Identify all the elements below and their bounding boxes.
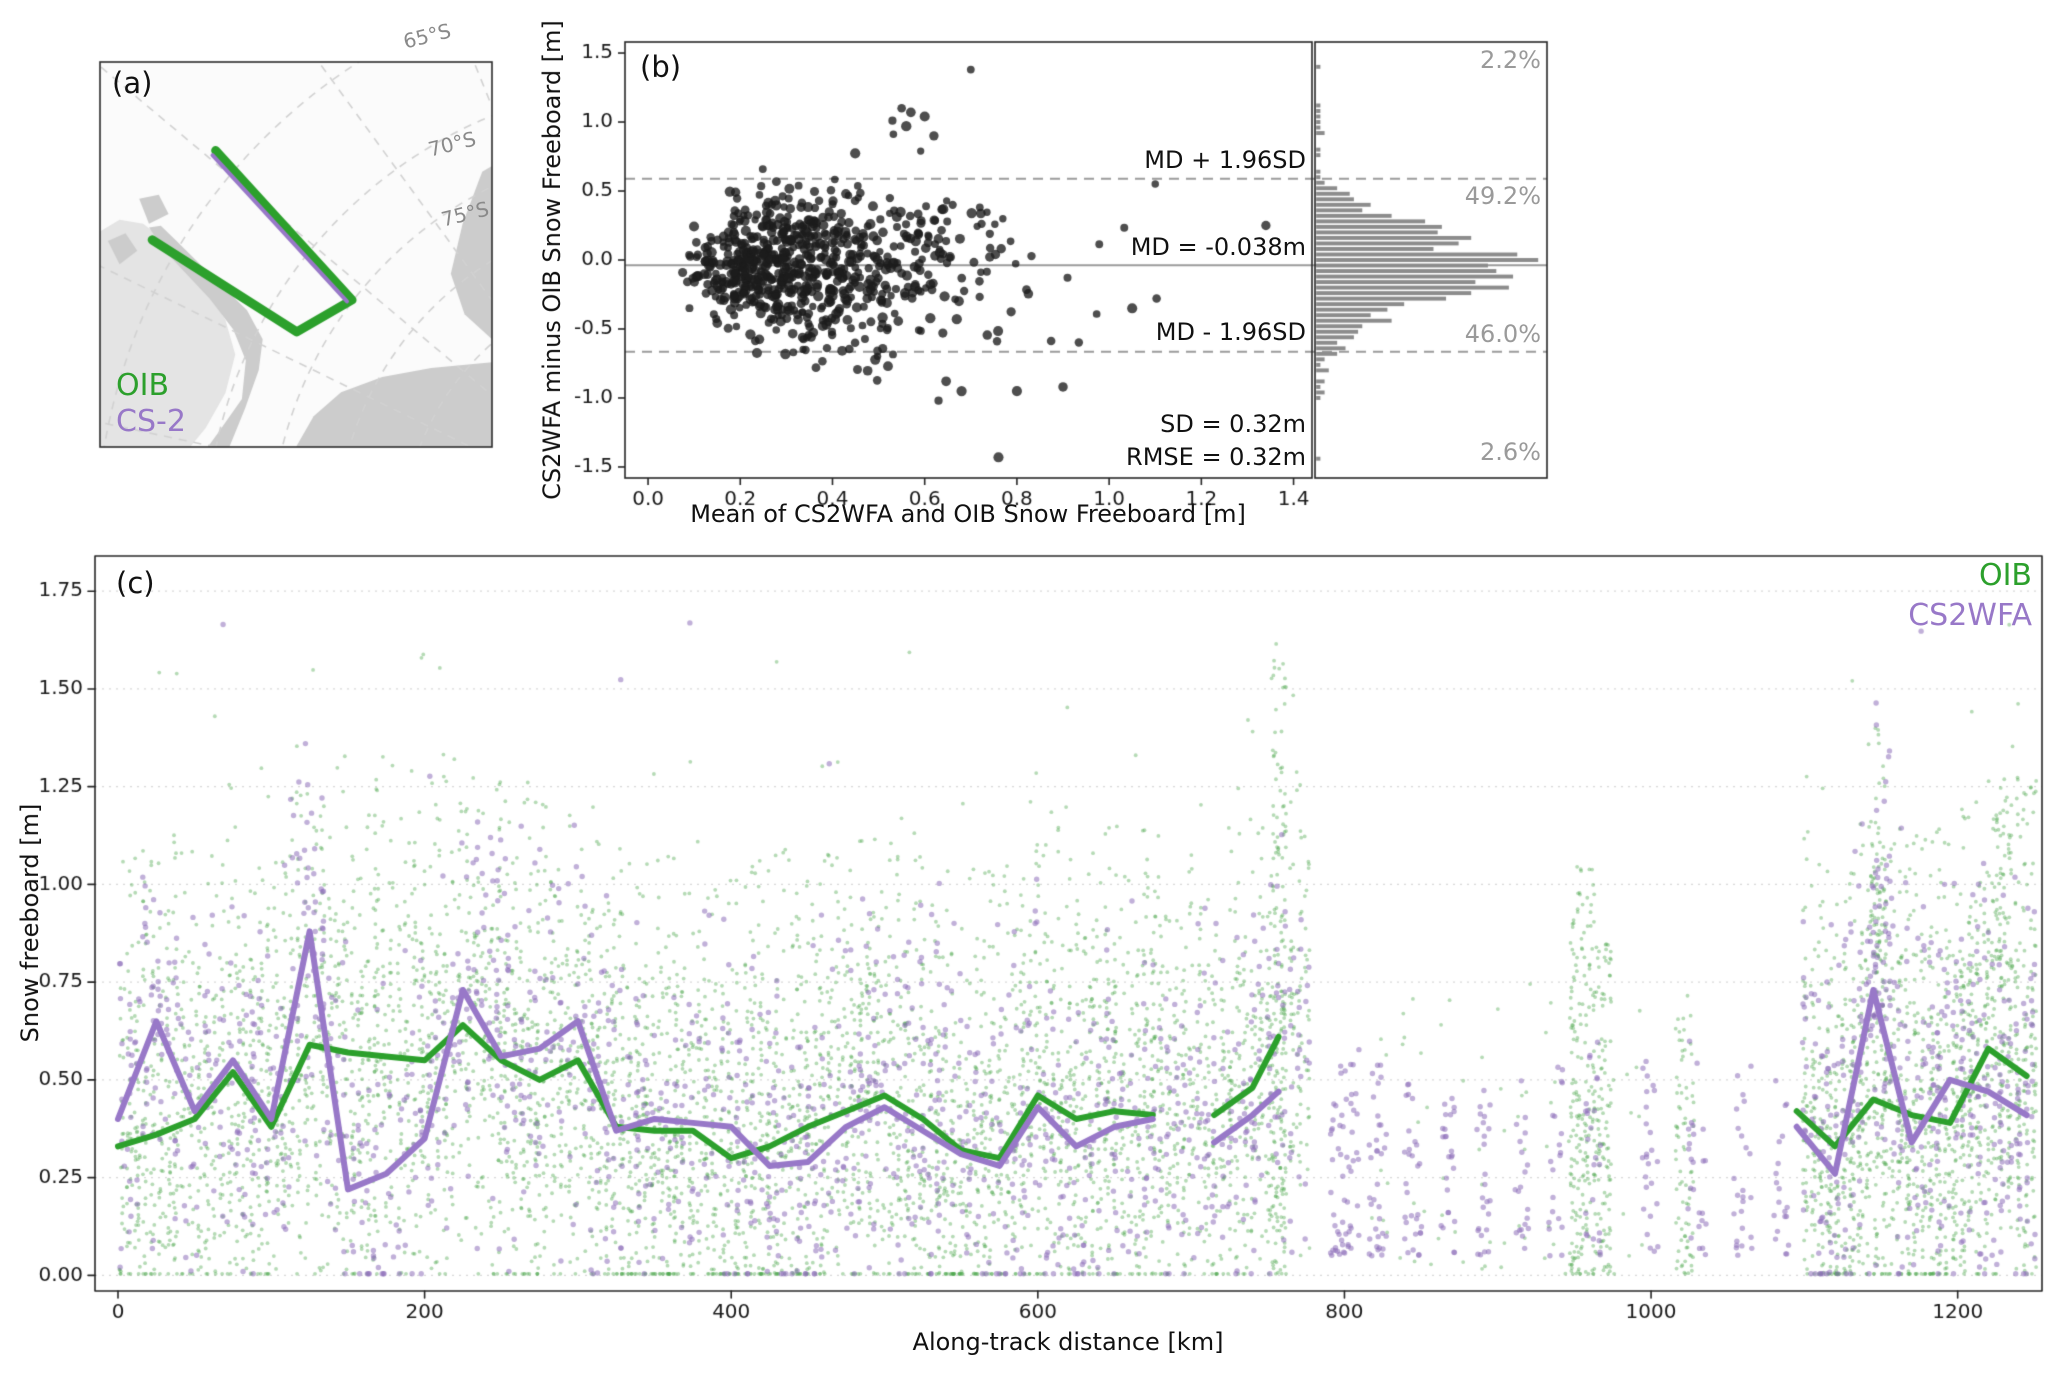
- panel-a-label: (a): [112, 66, 153, 100]
- panel-c-label: (c): [116, 566, 155, 600]
- histogram-percent-upper-mid: 49.2%: [1464, 182, 1541, 210]
- map-legend-cs2: CS-2: [116, 404, 186, 439]
- histogram-percent-below-lower: 2.6%: [1480, 438, 1541, 466]
- map-legend-oib: OIB: [116, 368, 170, 403]
- histogram-percent-above-upper: 2.2%: [1480, 46, 1541, 74]
- panel-b-y-axis-label: CS2WFA minus OIB Snow Freeboard [m]: [538, 20, 566, 500]
- annotation-upper-limit: MD + 1.96SD: [1144, 146, 1306, 174]
- legend-cs2wfa: CS2WFA: [1908, 598, 2032, 633]
- panel-b-x-axis-label: Mean of CS2WFA and OIB Snow Freeboard [m…: [690, 500, 1246, 528]
- legend-oib: OIB: [1978, 558, 2032, 593]
- panel-c-x-axis-label: Along-track distance [km]: [912, 1328, 1224, 1356]
- panel-c-y-axis-label: Snow freeboard [m]: [16, 803, 44, 1043]
- annotation-lower-limit: MD - 1.96SD: [1155, 318, 1306, 346]
- histogram-percent-lower-mid: 46.0%: [1464, 320, 1541, 348]
- annotation-rmse: RMSE = 0.32m: [1126, 443, 1306, 471]
- annotation-sd: SD = 0.32m: [1160, 410, 1306, 438]
- annotation-mean-difference: MD = -0.038m: [1130, 233, 1306, 261]
- panel-b-label: (b): [640, 50, 682, 84]
